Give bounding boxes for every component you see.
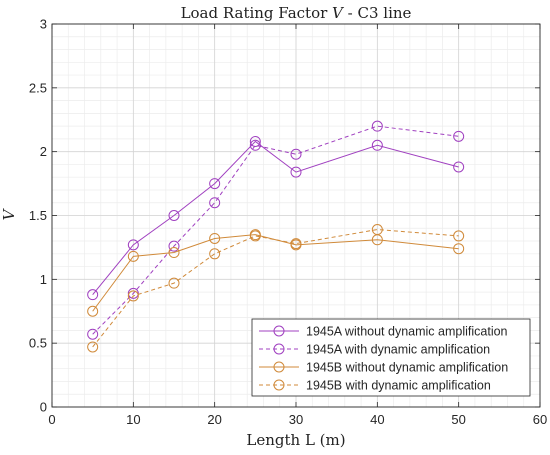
y-tick-label: 2.5	[29, 80, 47, 95]
plot-area: 0 10 20 30 40 50 60 0 0.5 1 1.5 2 2.5 3 1945A without …	[29, 17, 547, 428]
data-point	[87, 341, 99, 353]
series-4	[87, 224, 465, 353]
data-point	[290, 166, 302, 178]
data-point	[249, 135, 261, 147]
data-point	[453, 230, 465, 242]
legend-label: 1945A with dynamic amplification	[306, 343, 490, 357]
legend-label: 1945B with dynamic amplification	[306, 379, 491, 393]
data-point	[209, 197, 221, 209]
legend-marker	[273, 379, 285, 391]
legend-marker	[273, 343, 285, 355]
data-point	[87, 305, 99, 317]
legend-box	[251, 318, 531, 397]
series-line	[92, 140, 459, 295]
x-tick-label: 50	[451, 412, 465, 427]
data-point	[371, 139, 383, 151]
x-tick-label: 30	[289, 412, 303, 427]
data-point	[209, 248, 221, 260]
data-point	[209, 178, 221, 190]
y-axis-label: V	[0, 207, 18, 220]
data-point	[127, 250, 139, 262]
data-point	[290, 148, 302, 160]
y-tick-label: 3	[40, 17, 47, 32]
data-point	[127, 239, 139, 251]
data-point	[453, 130, 465, 142]
data-point	[249, 230, 261, 242]
y-tick-label: 2	[40, 144, 47, 159]
series-line	[92, 229, 459, 348]
data-point	[290, 238, 302, 250]
x-axis-label: Length L (m)	[246, 431, 345, 449]
data-point	[168, 210, 180, 221]
legend-marker	[273, 325, 285, 337]
series-1	[87, 135, 465, 301]
legend-label: 1945B without dynamic amplification	[306, 361, 508, 375]
data-point	[371, 224, 383, 236]
x-tick-label: 20	[207, 412, 221, 427]
legend-label: 1945A without dynamic amplification	[306, 325, 508, 339]
data-point	[168, 277, 180, 289]
data-point	[249, 139, 261, 151]
y-tick-label: 0.5	[29, 336, 47, 351]
legend-marker	[273, 361, 285, 373]
series-2	[87, 120, 465, 340]
data-point	[453, 243, 465, 255]
series-line	[92, 234, 459, 312]
x-tick-label: 10	[126, 412, 140, 427]
x-tick-label: 0	[48, 412, 55, 427]
data-point	[87, 328, 99, 340]
data-point	[168, 247, 180, 259]
chart-title: Load Rating Factor V - C3 line	[181, 4, 412, 22]
data-point	[209, 232, 221, 244]
data-point	[371, 120, 383, 132]
x-tick-label: 60	[533, 412, 547, 427]
data-point	[87, 289, 99, 301]
data-point	[453, 161, 465, 173]
y-tick-label: 0	[40, 400, 47, 415]
legend: 1945A without dynamic amplification 1945A…	[251, 318, 531, 397]
y-tick-label: 1.5	[29, 208, 47, 223]
y-tick-label: 1	[40, 272, 47, 287]
data-point	[168, 240, 180, 252]
data-point	[127, 290, 139, 302]
x-tick-label: 40	[370, 412, 384, 427]
data-point	[127, 287, 139, 299]
